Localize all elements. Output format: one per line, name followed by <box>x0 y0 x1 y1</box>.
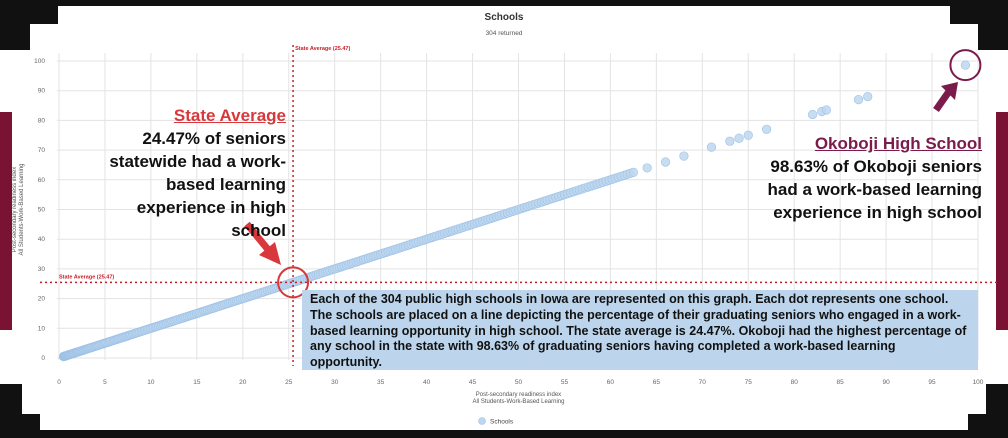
frame-corner <box>0 384 22 414</box>
school-point <box>628 167 638 177</box>
explanation-note: Each of the 304 public high schools in I… <box>302 290 978 370</box>
data-points <box>58 60 971 362</box>
y-tick-label: 40 <box>38 236 46 243</box>
purple-arrow-icon <box>933 87 953 113</box>
bottom-frame-panel <box>40 396 968 430</box>
legend-marker <box>478 417 486 425</box>
x-tick-label: 95 <box>928 379 936 386</box>
x-tick-label: 50 <box>515 379 523 386</box>
legend: Schools <box>478 417 514 426</box>
school-point <box>642 163 652 173</box>
y-tick-label: 100 <box>34 58 45 65</box>
school-point <box>679 151 689 161</box>
school-point <box>807 109 818 120</box>
x-tick-label: 10 <box>147 379 155 386</box>
y-tick-label: 70 <box>38 147 46 154</box>
x-tick-label: 55 <box>561 379 569 386</box>
y-tick-label: 50 <box>38 207 46 214</box>
x-tick-label: 35 <box>377 379 385 386</box>
x-tick-label: 65 <box>653 379 661 386</box>
x-tick-label: 85 <box>837 379 845 386</box>
school-point <box>821 105 831 115</box>
okoboji-highlight-circle <box>949 49 982 82</box>
purple-arrow-head-icon <box>941 82 958 100</box>
y-axis-label: All Students-Work-Based Learning <box>19 164 25 256</box>
frame-corner <box>0 24 30 50</box>
left-accent-bar <box>0 112 12 330</box>
x-tick-label: 100 <box>973 379 984 386</box>
y-tick-label: 90 <box>38 88 46 95</box>
state-average-highlight-circle <box>277 266 310 299</box>
x-tick-label: 80 <box>791 379 799 386</box>
y-tick-label: 30 <box>38 266 46 273</box>
red-arrow-icon <box>244 221 273 255</box>
okoboji-heading: Okoboji High School <box>814 134 982 153</box>
x-tick-label: 45 <box>469 379 477 386</box>
x-tick-label: 0 <box>57 379 61 386</box>
state-average-text: 24.47% of seniors statewide had a work-b… <box>109 129 286 240</box>
school-point <box>706 142 717 152</box>
school-point <box>853 95 864 105</box>
state-average-heading: State Average <box>173 106 286 125</box>
x-tick-label: 25 <box>285 379 293 386</box>
y-tick-label: 0 <box>41 355 45 362</box>
x-tick-label: 70 <box>699 379 707 386</box>
y-tick-label: 20 <box>38 296 46 303</box>
school-point <box>660 157 671 167</box>
school-point <box>960 60 971 70</box>
frame-corner <box>986 384 1008 414</box>
okoboji-text: 98.63% of Okoboji seniors had a work-bas… <box>767 157 982 222</box>
state-average-label-y: State Average (25.47) <box>59 274 114 280</box>
x-axis-label: All Students-Work-Based Learning <box>473 399 565 405</box>
x-tick-label: 5 <box>103 379 107 386</box>
y-tick-label: 10 <box>38 325 46 332</box>
x-tick-label: 90 <box>882 379 890 386</box>
axis-ticks: 0 5 10 15 20 25 30 35 40 45 50 55 60 65 70 75 80 85 90 95 10… <box>34 58 984 386</box>
x-tick-label: 40 <box>423 379 431 386</box>
school-point <box>743 130 753 140</box>
school-point <box>762 124 772 134</box>
school-point <box>725 136 735 146</box>
y-tick-label: 80 <box>38 117 46 124</box>
top-frame-panel <box>58 6 950 46</box>
x-tick-label: 60 <box>607 379 615 386</box>
right-accent-bar <box>996 112 1008 330</box>
x-tick-label: 30 <box>331 379 339 386</box>
chart-subtitle: 304 returned <box>486 30 523 37</box>
legend-label: Schools <box>490 419 514 426</box>
x-tick-label: 15 <box>193 379 201 386</box>
reference-lines: State Average (25.47) State Average (25.4… <box>40 45 1000 366</box>
highlight-marks <box>244 49 982 299</box>
red-arrow-head-icon <box>259 242 281 265</box>
chart-title: Schools <box>485 12 524 23</box>
frame-corner <box>978 24 1008 50</box>
x-tick-label: 75 <box>745 379 753 386</box>
okoboji-annotation: Okoboji High School 98.63% of Okoboji se… <box>738 132 982 224</box>
y-tick-label: 60 <box>38 177 46 184</box>
x-axis-label: Post-secondary readiness index <box>476 392 561 398</box>
x-tick-label: 20 <box>239 379 247 386</box>
school-point <box>863 92 873 102</box>
state-average-annotation: State Average 24.47% of seniors statewid… <box>96 104 286 242</box>
state-average-label-x: State Average (25.47) <box>295 46 350 52</box>
school-point <box>734 133 744 143</box>
y-axis-label: Post-secondary readiness index <box>12 167 18 252</box>
